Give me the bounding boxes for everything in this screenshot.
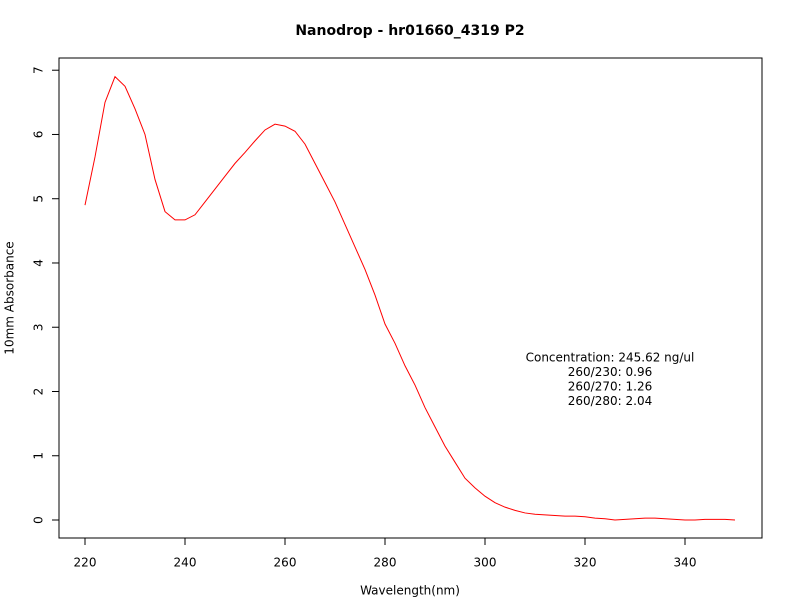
y-tick-label: 3 — [32, 323, 46, 331]
y-tick-label: 2 — [32, 388, 46, 396]
y-tick-label: 6 — [32, 131, 46, 139]
plot-frame — [58, 57, 763, 539]
y-tick-label: 4 — [32, 259, 46, 267]
y-tick-label: 7 — [32, 66, 46, 74]
y-tick-label: 5 — [32, 195, 46, 203]
x-tick-label: 320 — [574, 556, 597, 570]
annotation: 260/280: 2.04 — [568, 394, 652, 408]
annotation: Concentration: 245.62 ng/ul — [526, 351, 695, 365]
x-tick-label: 340 — [674, 556, 697, 570]
x-tick-label: 300 — [474, 556, 497, 570]
y-tick-label: 0 — [32, 516, 46, 524]
x-tick-label: 280 — [374, 556, 397, 570]
x-axis-label: Wavelength(nm) — [360, 584, 460, 598]
y-axis-label: 10mm Absorbance — [3, 241, 17, 354]
data-line — [84, 75, 736, 521]
chart-title: Nanodrop - hr01660_4319 P2 — [295, 23, 524, 39]
annotation: 260/230: 0.96 — [568, 365, 652, 379]
x-tick-label: 260 — [274, 556, 297, 570]
x-tick-label: 240 — [174, 556, 197, 570]
x-tick-label: 220 — [74, 556, 97, 570]
y-tick-label: 1 — [32, 452, 46, 460]
annotation: 260/270: 1.26 — [568, 380, 652, 394]
